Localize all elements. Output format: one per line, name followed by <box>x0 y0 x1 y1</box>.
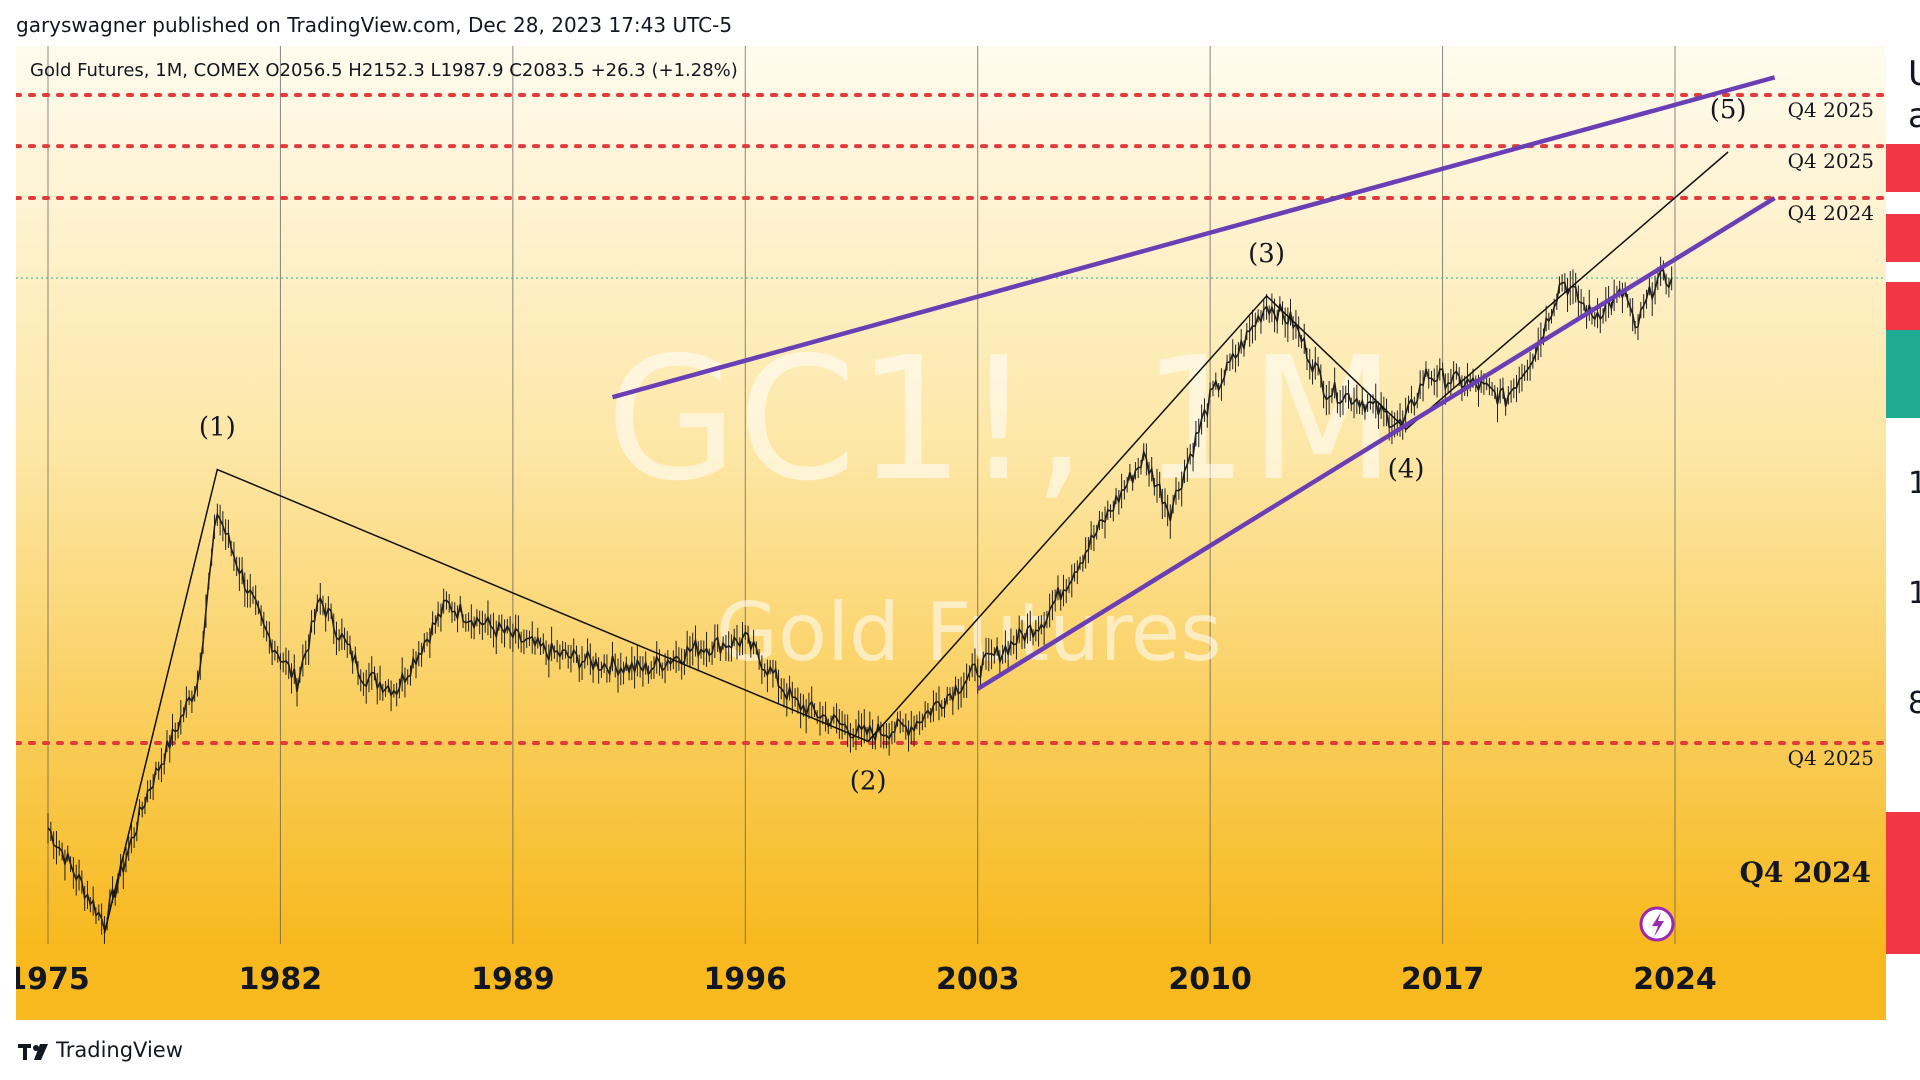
x-tick-label: 1975 <box>16 962 90 997</box>
scale-top-text-2: a <box>1908 96 1920 136</box>
ohlc-open: O2056.5 <box>265 60 343 81</box>
price-box-green <box>1886 330 1920 418</box>
publish-line: garyswagner published on TradingView.com… <box>16 13 733 37</box>
ohlc-close: C2083.5 <box>509 60 585 81</box>
x-tick-label: 1989 <box>471 962 555 997</box>
watermark-name: Gold Futures <box>716 586 1222 679</box>
time-axis[interactable]: 1975 1982 1989 1996 2003 2010 2017 2024 <box>16 944 1886 1020</box>
time-axis-background <box>16 944 1886 1020</box>
watermark-symbol: GC1!, 1M <box>606 321 1396 519</box>
ohlc-low: L1987.9 <box>430 60 504 81</box>
channel-upper-line <box>611 75 1776 400</box>
footer: TradingView <box>0 1020 1920 1080</box>
publish-header: garyswagner published on TradingView.com… <box>0 0 1920 46</box>
chart-background <box>16 46 1886 944</box>
wave-label: (2) <box>850 766 887 796</box>
bold-annotation: Q4 2024 <box>1739 856 1871 889</box>
x-tick-label: 2024 <box>1633 962 1717 997</box>
x-tick-label: 1982 <box>239 962 323 997</box>
symbol-legend[interactable]: Gold Futures, 1M, COMEX O2056.5 H2152.3 … <box>30 60 738 81</box>
lightning-icon[interactable] <box>1639 906 1675 942</box>
level-label: Q4 2025 <box>1788 746 1874 770</box>
wave-label: (1) <box>199 413 236 443</box>
x-tick-label: 2010 <box>1168 962 1252 997</box>
scale-top-text-1: U <box>1908 54 1920 94</box>
level-label: Q4 2024 <box>1788 201 1874 225</box>
tradingview-logo-icon <box>18 1044 48 1060</box>
ohlc-change: +26.3 (+1.28%) <box>590 60 738 81</box>
ohlc-high: H2152.3 <box>348 60 425 81</box>
wave-count-line <box>103 151 1729 934</box>
wave-label: (5) <box>1710 95 1747 125</box>
scale-label-partial: 8 <box>1908 686 1920 721</box>
price-box-red <box>1886 214 1920 262</box>
scale-label-partial: 1 <box>1908 576 1920 611</box>
price-chart[interactable]: GC1!, 1M Gold Futures Q4 2025 Q4 2025 Q4 2… <box>16 46 1886 944</box>
price-box-red <box>1886 144 1920 192</box>
x-tick-label: 2017 <box>1401 962 1485 997</box>
level-label: Q4 2025 <box>1788 98 1874 122</box>
scale-label-partial: 1 <box>1908 466 1920 501</box>
symbol-line: Gold Futures, 1M, COMEX <box>30 60 260 81</box>
wave-label: (3) <box>1248 239 1285 269</box>
footer-brand: TradingView <box>56 1038 183 1062</box>
x-tick-label: 2003 <box>936 962 1020 997</box>
x-tick-label: 1996 <box>704 962 788 997</box>
level-label: Q4 2025 <box>1788 149 1874 173</box>
price-box-red <box>1886 812 1920 954</box>
wave-label: (4) <box>1388 454 1425 484</box>
price-scale[interactable]: U a 1 1 8 <box>1886 46 1920 1020</box>
price-box-red <box>1886 282 1920 330</box>
channel-lower-line <box>976 196 1776 691</box>
